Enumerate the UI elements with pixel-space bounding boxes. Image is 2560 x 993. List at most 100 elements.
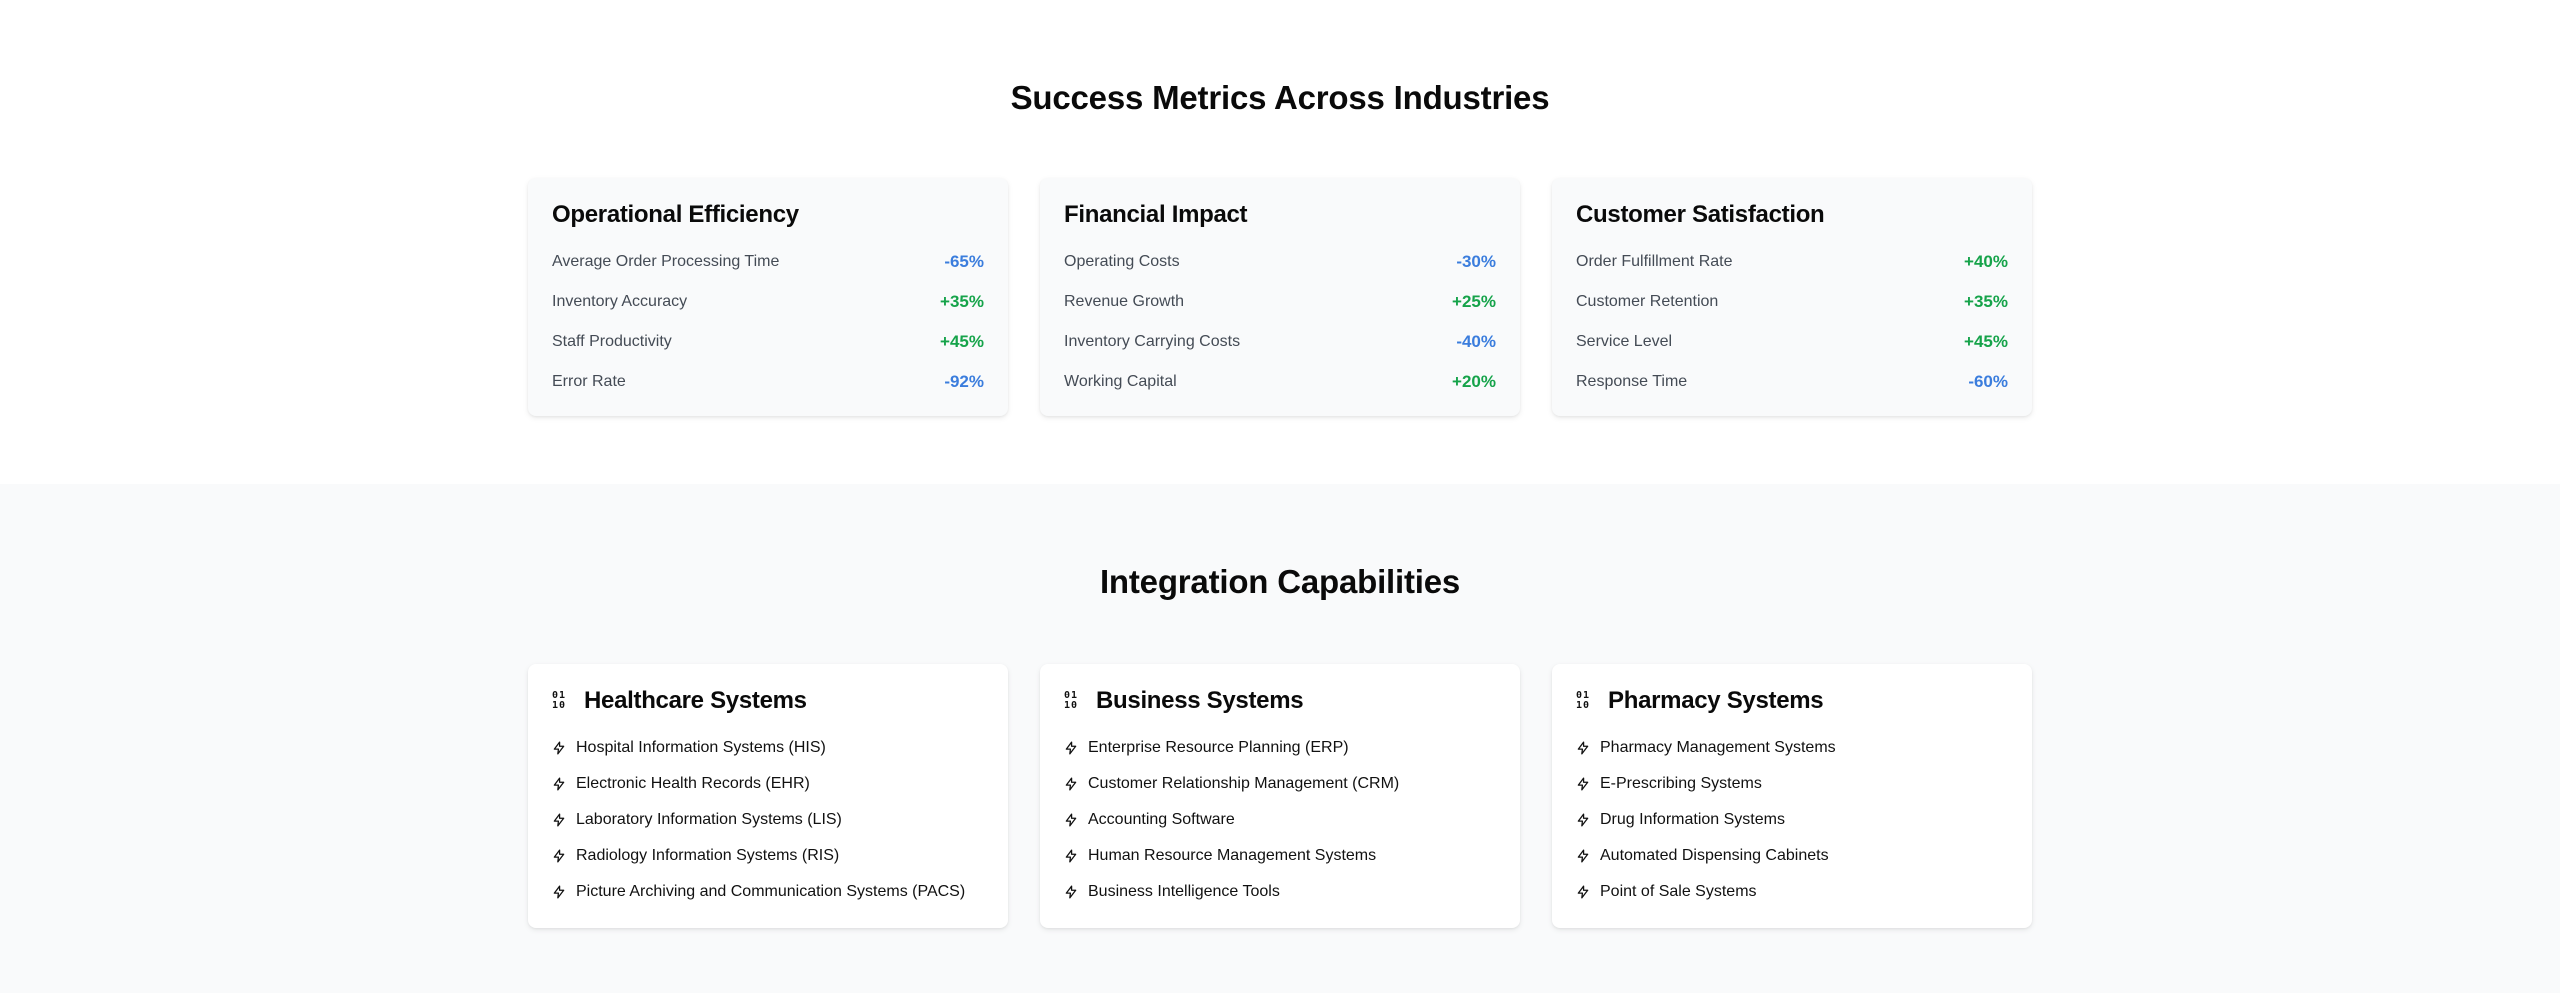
metric-label: Service Level — [1576, 333, 1673, 350]
bolt-icon — [553, 849, 565, 863]
integration-card-header: 01 10 Healthcare Systems — [552, 686, 984, 716]
list-item-label: E-Prescribing Systems — [1600, 775, 1762, 792]
binary-icon: 01 10 — [552, 690, 567, 711]
metric-row: Average Order Processing Time -65% — [552, 242, 984, 282]
metric-value: +45% — [940, 332, 984, 351]
metric-label: Staff Productivity — [552, 333, 672, 350]
metric-card-title: Customer Satisfaction — [1576, 201, 1825, 228]
metric-label: Order Fulfillment Rate — [1576, 253, 1733, 270]
list-item: Human Resource Management Systems — [1064, 838, 1496, 874]
binary-icon: 01 10 — [1064, 690, 1079, 711]
list-item-label: Hospital Information Systems (HIS) — [576, 739, 826, 756]
bolt-icon — [1577, 813, 1589, 827]
list-item-label: Human Resource Management Systems — [1088, 847, 1377, 864]
list-item: Laboratory Information Systems (LIS) — [552, 802, 984, 838]
metric-card-title: Financial Impact — [1064, 201, 1248, 228]
metric-label: Revenue Growth — [1064, 293, 1185, 310]
metric-value: +40% — [1964, 252, 2008, 271]
metric-value: -65% — [944, 252, 984, 271]
success-metrics-section: Success Metrics Across Industries Operat… — [0, 0, 2560, 484]
list-item: Electronic Health Records (EHR) — [552, 766, 984, 802]
integration-card-title: Business Systems — [1096, 687, 1304, 714]
metric-label: Operating Costs — [1064, 253, 1180, 270]
integration-card-title: Pharmacy Systems — [1608, 687, 1824, 714]
list-item: E-Prescribing Systems — [1576, 766, 2008, 802]
bolt-icon — [1065, 849, 1077, 863]
bolt-icon — [553, 813, 565, 827]
metric-row: Service Level +45% — [1576, 322, 2008, 362]
metric-value: -40% — [1456, 332, 1496, 351]
list-item: Pharmacy Management Systems — [1576, 730, 2008, 766]
integration-cards: 01 10 Healthcare Systems Hospital Informa… — [0, 664, 2560, 928]
list-item-label: Enterprise Resource Planning (ERP) — [1088, 739, 1349, 756]
list-item-label: Drug Information Systems — [1600, 811, 1785, 828]
list-item-label: Laboratory Information Systems (LIS) — [576, 811, 842, 828]
metric-row: Customer Retention +35% — [1576, 282, 2008, 322]
integration-capabilities-title: Integration Capabilities — [1099, 563, 1461, 600]
list-item: Enterprise Resource Planning (ERP) — [1064, 730, 1496, 766]
list-item: Point of Sale Systems — [1576, 874, 2008, 910]
integration-card-business-systems: 01 10 Business Systems Enterprise Resourc… — [1040, 664, 1520, 928]
metric-card-financial-impact: Financial Impact Operating Costs -30% Re… — [1040, 178, 1520, 416]
list-item: Drug Information Systems — [1576, 802, 2008, 838]
list-item: Radiology Information Systems (RIS) — [552, 838, 984, 874]
metric-row: Operating Costs -30% — [1064, 242, 1496, 282]
metric-card-title: Operational Efficiency — [552, 201, 799, 228]
integration-card-title: Healthcare Systems — [584, 687, 807, 714]
metric-value: -60% — [1968, 372, 2008, 391]
metric-row: Inventory Carrying Costs -40% — [1064, 322, 1496, 362]
metric-card-customer-satisfaction: Customer Satisfaction Order Fulfillment … — [1552, 178, 2032, 416]
metric-label: Working Capital — [1064, 373, 1177, 390]
metric-label: Inventory Carrying Costs — [1064, 333, 1241, 350]
list-item-label: Pharmacy Management Systems — [1600, 739, 1836, 756]
bolt-icon — [1065, 741, 1077, 755]
integration-capabilities-section: Integration Capabilities 01 10 Healthcare… — [0, 484, 2560, 993]
metric-label: Response Time — [1576, 373, 1688, 390]
metric-value: +35% — [940, 292, 984, 311]
metric-row: Error Rate -92% — [552, 362, 984, 402]
bolt-icon — [1577, 885, 1589, 899]
metric-label: Inventory Accuracy — [552, 293, 688, 310]
metric-label: Average Order Processing Time — [552, 253, 780, 270]
bolt-icon — [1065, 777, 1077, 791]
metric-value: +20% — [1452, 372, 1496, 391]
metric-value: +25% — [1452, 292, 1496, 311]
list-item-label: Accounting Software — [1088, 811, 1235, 828]
bolt-icon — [553, 741, 565, 755]
integration-card-header: 01 10 Business Systems — [1064, 686, 1496, 716]
binary-icon: 01 10 — [1576, 690, 1591, 711]
list-item: Picture Archiving and Communication Syst… — [552, 874, 984, 910]
list-item-label: Radiology Information Systems (RIS) — [576, 847, 840, 864]
metrics-cards: Operational Efficiency Average Order Pro… — [0, 178, 2560, 416]
metric-row: Order Fulfillment Rate +40% — [1576, 242, 2008, 282]
metric-value: -92% — [944, 372, 984, 391]
list-item: Automated Dispensing Cabinets — [1576, 838, 2008, 874]
metric-value: +45% — [1964, 332, 2008, 351]
bolt-icon — [553, 777, 565, 791]
bolt-icon — [1577, 741, 1589, 755]
metric-row: Response Time -60% — [1576, 362, 2008, 402]
list-item-label: Picture Archiving and Communication Syst… — [576, 883, 966, 900]
metric-value: -30% — [1456, 252, 1496, 271]
list-item-label: Business Intelligence Tools — [1088, 883, 1280, 900]
bolt-icon — [1065, 813, 1077, 827]
metric-label: Customer Retention — [1576, 293, 1719, 310]
bolt-icon — [1065, 885, 1077, 899]
metric-row: Inventory Accuracy +35% — [552, 282, 984, 322]
metric-value: +35% — [1964, 292, 2008, 311]
list-item: Business Intelligence Tools — [1064, 874, 1496, 910]
metric-row: Working Capital +20% — [1064, 362, 1496, 402]
integration-card-header: 01 10 Pharmacy Systems — [1576, 686, 2008, 716]
list-item: Customer Relationship Management (CRM) — [1064, 766, 1496, 802]
metric-label: Error Rate — [552, 373, 626, 390]
list-item-label: Automated Dispensing Cabinets — [1600, 847, 1829, 864]
list-item-label: Customer Relationship Management (CRM) — [1088, 775, 1400, 792]
metric-card-operational-efficiency: Operational Efficiency Average Order Pro… — [528, 178, 1008, 416]
integration-card-healthcare-systems: 01 10 Healthcare Systems Hospital Informa… — [528, 664, 1008, 928]
bolt-icon — [1577, 777, 1589, 791]
bolt-icon — [1577, 849, 1589, 863]
success-metrics-title: Success Metrics Across Industries — [1010, 79, 1550, 116]
list-item: Hospital Information Systems (HIS) — [552, 730, 984, 766]
list-item-label: Point of Sale Systems — [1600, 883, 1757, 900]
list-item-label: Electronic Health Records (EHR) — [576, 775, 810, 792]
